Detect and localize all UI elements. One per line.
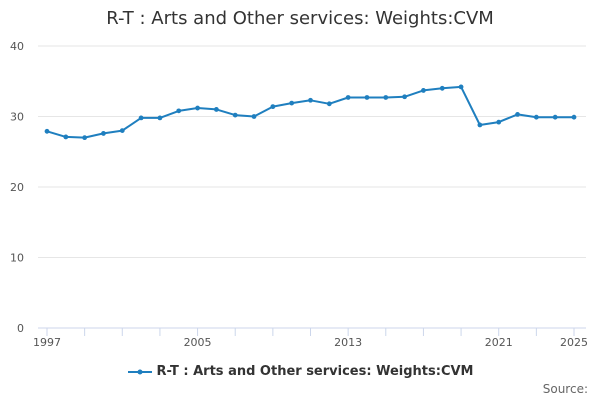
y-tick-label: 20 — [10, 181, 24, 194]
data-point[interactable] — [232, 112, 238, 118]
data-point[interactable] — [326, 101, 332, 107]
y-tick-label: 30 — [10, 111, 24, 124]
y-axis-tick-labels: 0 10 20 30 40 — [10, 40, 24, 335]
series-layer — [44, 84, 577, 141]
x-axis-tick-labels: 1997 2005 2013 2021 2025 — [33, 336, 588, 349]
data-point[interactable] — [308, 97, 313, 103]
legend[interactable]: R-T : Arts and Other services: Weights:C… — [0, 364, 600, 379]
series-line[interactable] — [46, 85, 574, 139]
x-axis — [38, 327, 586, 336]
data-point[interactable] — [119, 128, 125, 134]
data-point[interactable] — [533, 114, 539, 120]
data-point[interactable] — [82, 135, 88, 141]
x-tick-label: 2005 — [184, 336, 212, 349]
data-point[interactable] — [421, 88, 426, 93]
source-label: Source: — [542, 382, 588, 396]
data-point[interactable] — [63, 134, 69, 140]
x-tick-label: 2013 — [334, 336, 362, 349]
data-point[interactable] — [289, 100, 295, 106]
y-tick-label: 0 — [17, 322, 24, 335]
y-tick-label: 40 — [10, 40, 24, 53]
data-point[interactable] — [439, 85, 445, 91]
data-point[interactable] — [138, 115, 144, 121]
data-point[interactable] — [458, 84, 464, 90]
data-point[interactable] — [477, 122, 483, 128]
data-point[interactable] — [552, 114, 558, 120]
data-point[interactable] — [101, 131, 106, 136]
data-point[interactable] — [213, 107, 219, 112]
chart-title: R-T : Arts and Other services: Weights:C… — [106, 8, 494, 29]
data-point[interactable] — [345, 95, 351, 100]
data-point[interactable] — [571, 114, 577, 120]
x-tick-label: 1997 — [33, 336, 61, 349]
data-point[interactable] — [251, 114, 257, 119]
x-tick-label: 2025 — [560, 336, 588, 349]
grid-lines — [38, 45, 586, 258]
data-point[interactable] — [195, 105, 200, 111]
legend-label: R-T : Arts and Other services: Weights:C… — [156, 364, 474, 379]
y-tick-label: 10 — [10, 252, 24, 265]
data-point[interactable] — [364, 95, 370, 100]
data-point[interactable] — [496, 119, 502, 125]
data-point[interactable] — [515, 111, 520, 117]
data-point[interactable] — [383, 95, 389, 100]
data-point[interactable] — [176, 108, 182, 114]
data-point[interactable] — [44, 128, 50, 134]
legend-swatch-icon — [127, 369, 152, 374]
data-point[interactable] — [402, 94, 408, 100]
x-tick-label: 2021 — [485, 336, 513, 349]
data-point[interactable] — [157, 115, 163, 121]
data-point[interactable] — [270, 104, 276, 110]
